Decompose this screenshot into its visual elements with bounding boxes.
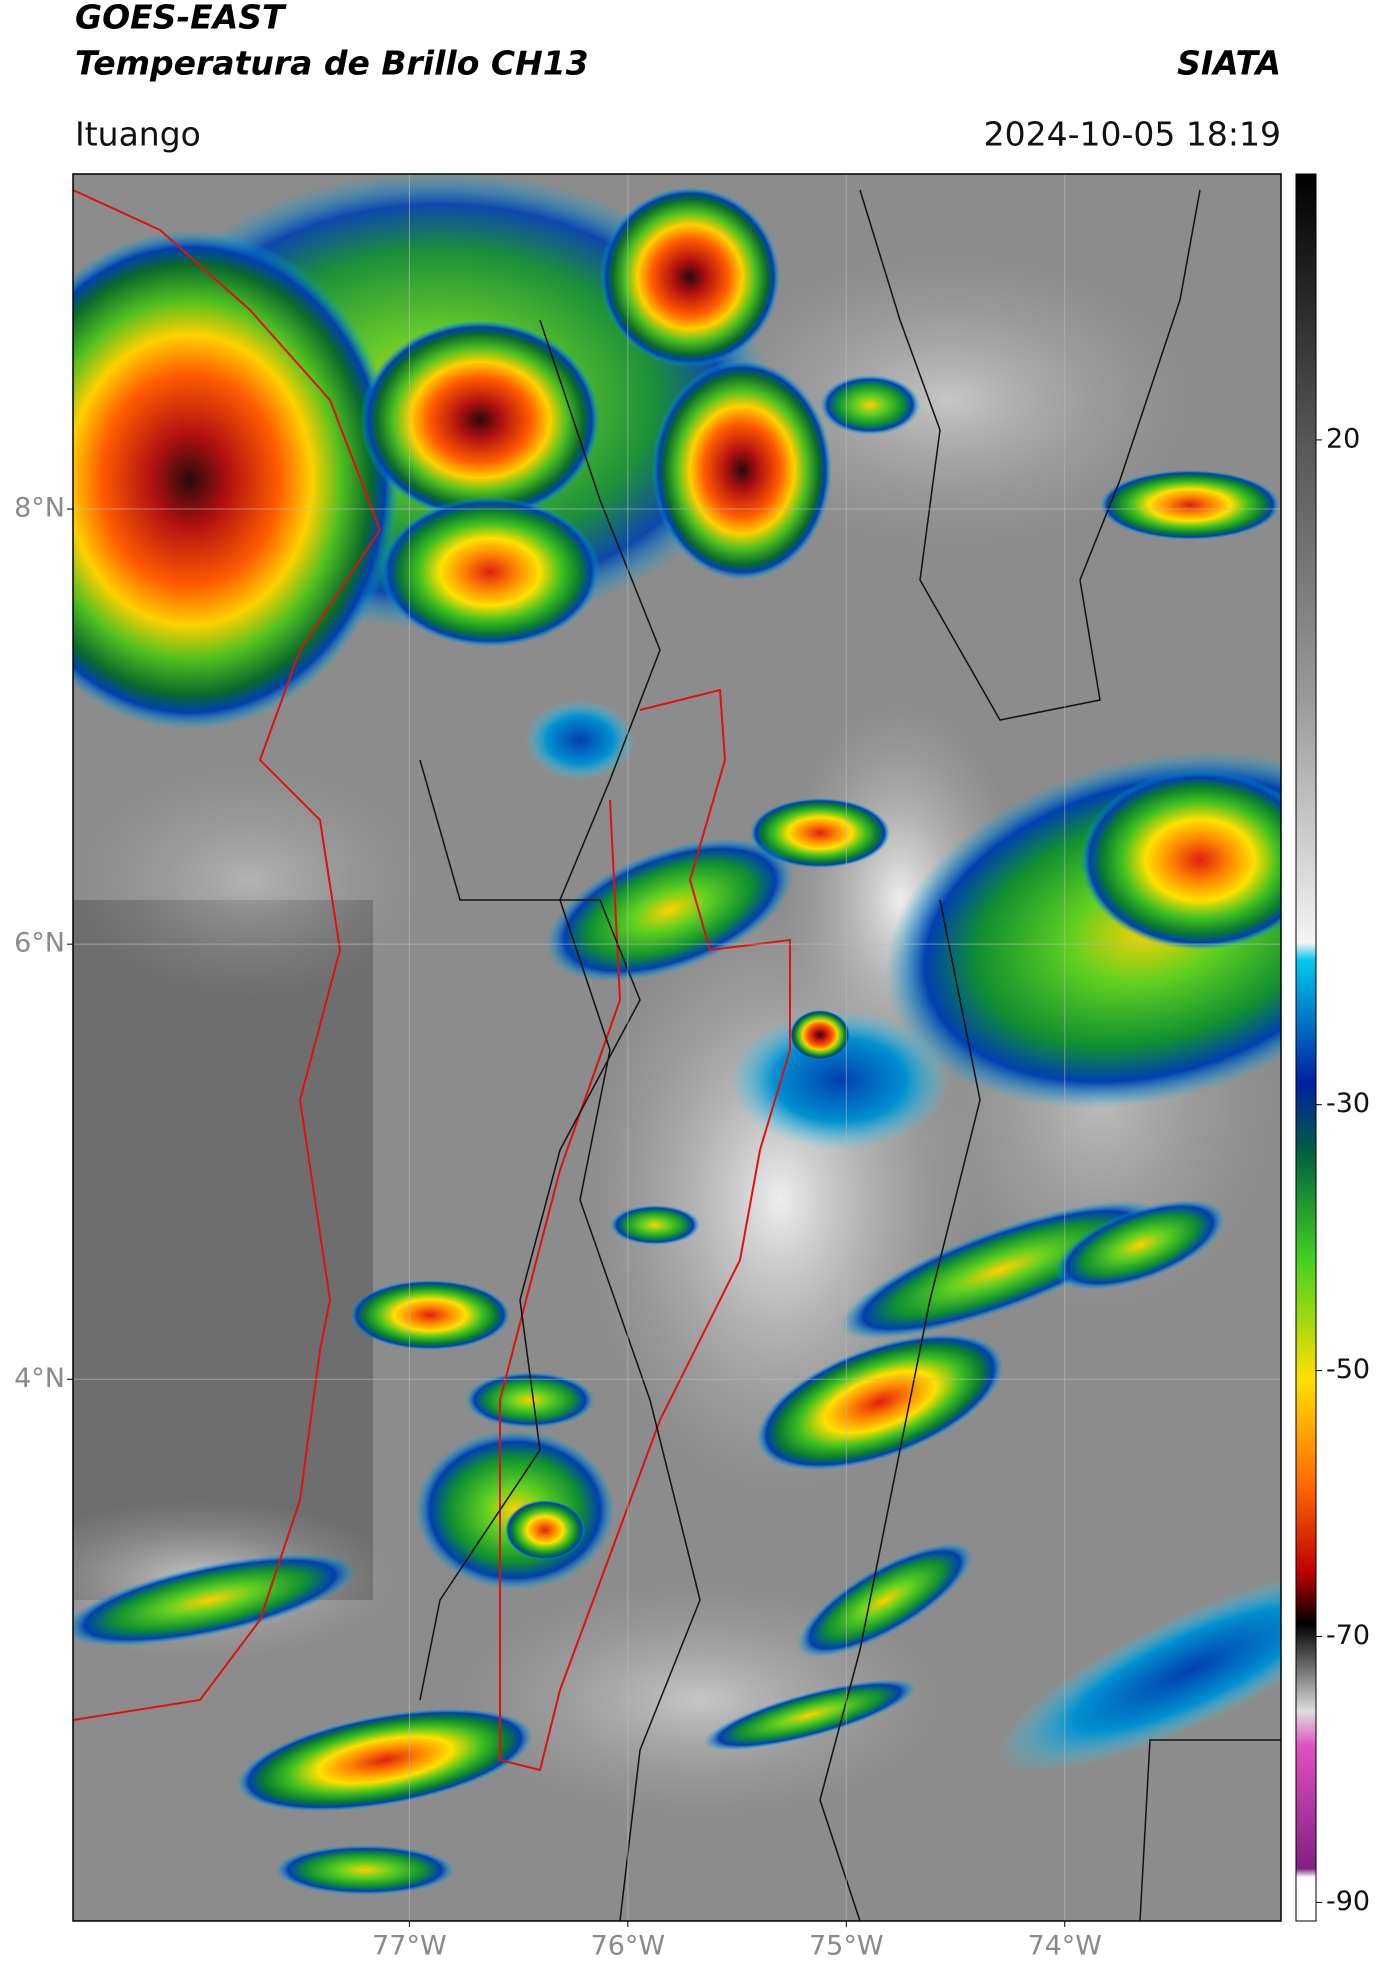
map-frame [72, 173, 1282, 1922]
x-tick-label: 74°W [1027, 1931, 1102, 1962]
colorbar-tick-label: -90 [1326, 1886, 1370, 1917]
satellite-image [73, 174, 1281, 1921]
colorbar-tick-label: 20 [1326, 423, 1360, 454]
x-tick-label: 77°W [372, 1931, 447, 1962]
x-tick-label: 75°W [809, 1931, 884, 1962]
source: SIATA [1177, 44, 1281, 83]
title: GOES-EAST [75, 0, 287, 37]
y-tick-label: 8°N [14, 493, 65, 524]
location: Ituango [75, 115, 201, 154]
colorbar [1295, 173, 1317, 1922]
subtitle: Temperatura de Brillo CH13 [75, 44, 589, 83]
datetime: 2024-10-05 18:19 [984, 115, 1281, 154]
y-tick-label: 4°N [14, 1363, 65, 1394]
y-tick-label: 6°N [14, 928, 65, 959]
x-tick-label: 76°W [591, 1931, 666, 1962]
colorbar-tick-label: -70 [1326, 1620, 1370, 1651]
graticule [73, 174, 1281, 1921]
colorbar-tick-label: -30 [1326, 1088, 1370, 1119]
colorbar-tick-label: -50 [1326, 1354, 1370, 1385]
